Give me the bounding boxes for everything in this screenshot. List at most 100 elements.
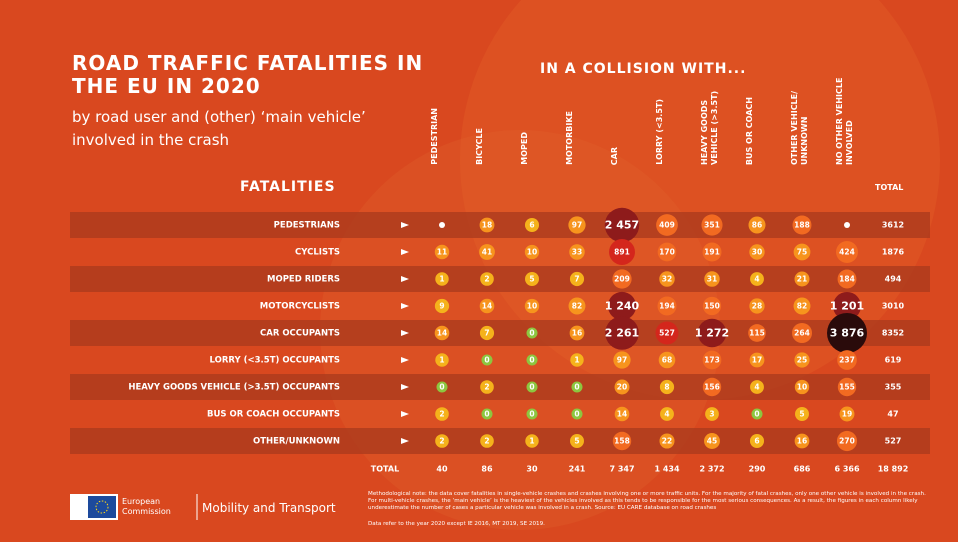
bubble-label: 0 [484, 410, 489, 419]
bubble [571, 381, 583, 393]
bubble-label: 9 [439, 302, 444, 311]
bubble [704, 271, 720, 287]
column-total: 7 347 [609, 465, 634, 474]
bubble [526, 408, 538, 420]
eu-stars [95, 500, 109, 514]
bubble-label: 14 [482, 302, 492, 311]
grand-total: 18 892 [878, 465, 909, 474]
bubble-label: 2 [484, 275, 489, 284]
bubble [793, 243, 811, 261]
total-row-label: TOTAL [371, 465, 399, 474]
arrow [401, 384, 409, 390]
bubble-label: 5 [574, 437, 579, 446]
column-header: LORRY (<3.5T) [655, 99, 664, 165]
bubble-label: 1 [529, 437, 534, 446]
bubble-label: 41 [482, 248, 492, 257]
bubble [659, 271, 675, 287]
bubble-label: 4 [664, 410, 669, 419]
bubble-label: 3 876 [830, 327, 865, 340]
bubble [434, 298, 450, 314]
bubble [795, 407, 809, 421]
column-header: PEDESTRIAN [430, 108, 439, 165]
bubble-label: 10 [527, 248, 537, 257]
column-header: BICYCLE [475, 128, 484, 165]
total-header: TOTAL [875, 183, 904, 192]
bubble-label: 158 [614, 437, 630, 446]
bubble-label: 2 261 [605, 327, 639, 340]
bubble-label: 173 [704, 356, 720, 365]
arrow [401, 357, 409, 363]
bubble-label: 170 [659, 248, 675, 257]
bubble [525, 272, 539, 286]
bubble-label: 16 [572, 329, 582, 338]
bubble [705, 407, 719, 421]
bubble-label: 424 [839, 248, 855, 257]
bubble [479, 217, 495, 233]
bubble-label: 0 [574, 410, 579, 419]
bubble-label: 32 [662, 275, 672, 284]
bubble [525, 434, 539, 448]
bubble [794, 352, 810, 368]
row-stripe [70, 212, 930, 238]
row-total: 355 [885, 383, 902, 392]
bubble-label: 184 [839, 275, 855, 284]
bubble-label: 86 [752, 221, 762, 230]
bubble [612, 269, 632, 289]
bubble-label: 45 [707, 437, 717, 446]
row-title: FATALITIES [240, 179, 336, 195]
bubble [836, 430, 858, 452]
bubble [655, 321, 679, 345]
bubble-label: 527 [659, 329, 675, 338]
bubble [832, 291, 862, 321]
bubble [837, 269, 857, 289]
column-header: BUS OR COACH [745, 96, 754, 165]
column-header: OTHER VEHICLE/ UNKNOWN [790, 90, 809, 165]
bubble-label: 68 [662, 356, 672, 365]
row-label: OTHER/UNKNOWN [253, 437, 340, 447]
bubble-label: 1 201 [830, 300, 864, 313]
bubble-label: 8 [664, 383, 669, 392]
row-label: LORRY (<3.5T) OCCUPANTS [210, 356, 340, 366]
bubble-label: 155 [839, 383, 855, 392]
arrow [401, 438, 409, 444]
bubble-label: 0 [754, 410, 759, 419]
bubble [435, 272, 449, 286]
column-total: 30 [526, 465, 538, 474]
column-total: 686 [794, 465, 811, 474]
bubble [479, 325, 495, 341]
bubble-label: 16 [797, 437, 807, 446]
eu-flag [88, 496, 116, 518]
bubble-label: 2 [439, 410, 444, 419]
bubble-label: 1 [439, 275, 444, 284]
row-total: 619 [885, 356, 902, 365]
bubble [604, 207, 640, 243]
bubble-label: 17 [752, 356, 762, 365]
bubble [656, 214, 678, 236]
bubble-label: 0 [529, 383, 534, 392]
bubble [479, 298, 495, 314]
bubble-label: 0 [439, 383, 444, 392]
bubble [480, 380, 494, 394]
bubble [750, 380, 764, 394]
bubble [749, 352, 765, 368]
row-total: 8352 [882, 329, 904, 338]
bubble-label: 0 [529, 329, 534, 338]
bubble-label: 409 [659, 221, 675, 230]
column-total: 86 [481, 465, 493, 474]
bubble [751, 408, 763, 420]
row-label: MOTORCYCLISTS [260, 302, 340, 312]
bubble-label: 10 [527, 302, 537, 311]
bubble [658, 351, 676, 369]
bubble [568, 216, 586, 234]
bubble [793, 297, 811, 315]
bubble-label: 82 [797, 302, 807, 311]
bubble-label: 264 [794, 329, 810, 338]
bubble [749, 298, 765, 314]
bubble-label: 14 [617, 410, 627, 419]
bubble-label: 270 [839, 437, 855, 446]
bubble-label: 351 [704, 221, 720, 230]
bubble [750, 272, 764, 286]
bubble [479, 244, 495, 260]
